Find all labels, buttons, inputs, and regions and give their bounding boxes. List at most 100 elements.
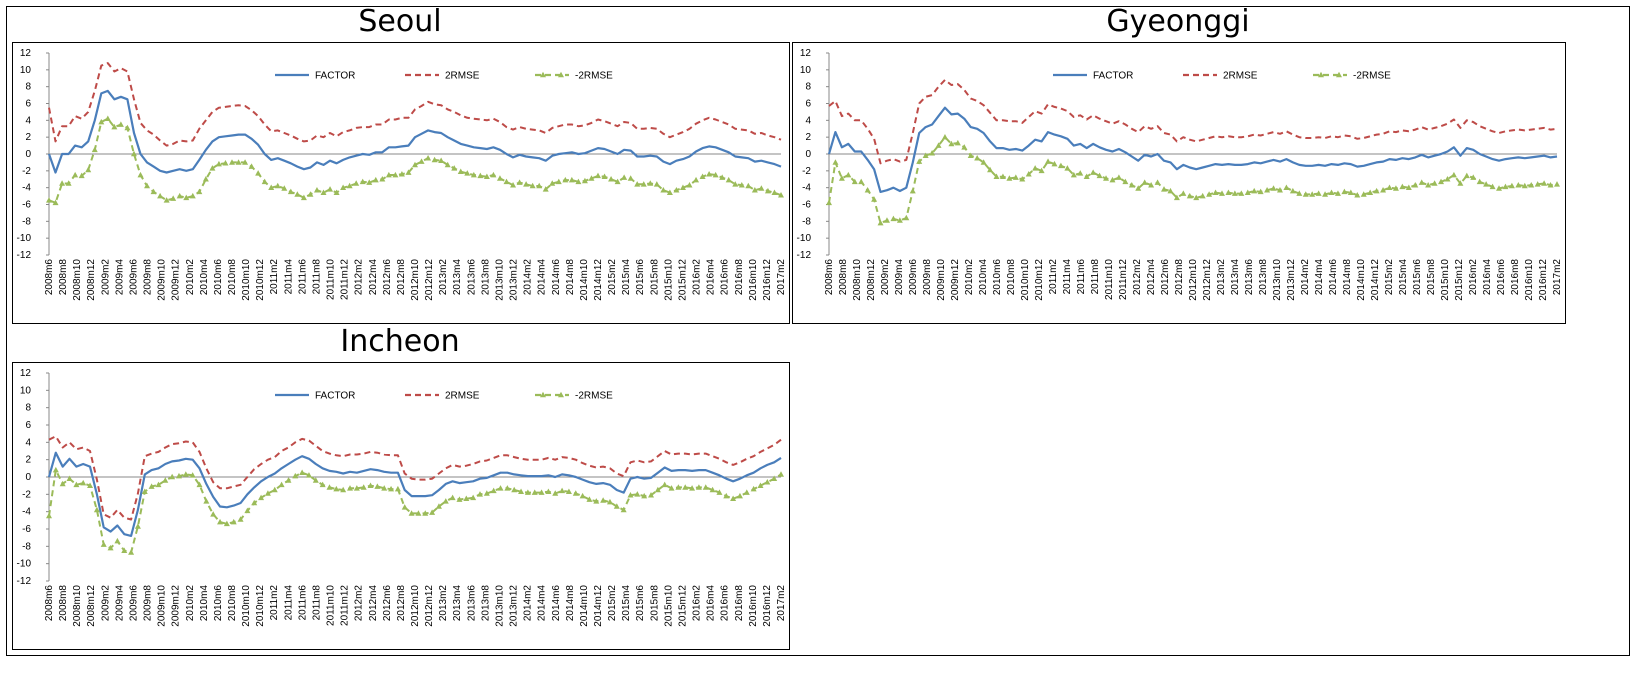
x-tick-label: 2011m6 (297, 585, 308, 621)
data-point (993, 173, 1000, 180)
x-tick-label: 2016m4 (706, 585, 717, 622)
data-point (170, 195, 177, 201)
x-tick-label: 2016m2 (692, 259, 703, 296)
data-point (107, 544, 114, 551)
data-point (183, 194, 190, 201)
data-point (1019, 176, 1026, 182)
chart-area: 12 10 8 6 4 2 0 -2 -4 -6 -8 -10 -12 2008m6 2008m8 2008m… (792, 42, 1566, 324)
data-point (586, 496, 593, 502)
data-point (215, 160, 222, 167)
data-point (326, 484, 333, 490)
data-point (340, 486, 347, 493)
x-tick-label: 2008m8 (58, 259, 69, 296)
x-tick-label: 2015m8 (649, 585, 660, 622)
data-point (1025, 171, 1032, 177)
gyeonggi-chart-panel: Gyeonggi 12 10 8 6 4 2 0 -2 -4 -6 -8 -10 -12 2008m6 20… (790, 7, 1566, 324)
data-point (1502, 183, 1509, 190)
y-tick-label: 4 (805, 115, 811, 126)
data-point (1341, 188, 1348, 195)
legend-marker (540, 391, 546, 398)
y-tick-label: -12 (17, 250, 32, 261)
data-point (210, 511, 217, 517)
x-tick-label: 2009m8 (922, 259, 933, 296)
x-tick-label: 2012m2 (354, 259, 365, 296)
x-tick-label: 2015m10 (663, 259, 674, 301)
x-tick-label: 2017m2 (1552, 259, 1563, 296)
x-tick-label: 2014m4 (537, 259, 548, 296)
data-point (483, 490, 490, 496)
data-point (608, 176, 615, 182)
data-point (538, 489, 545, 495)
data-point (1154, 179, 1161, 185)
data-point (1186, 192, 1193, 199)
data-point (1367, 189, 1374, 196)
x-tick-label: 2015m12 (677, 259, 688, 301)
data-point (706, 171, 713, 177)
legend-label: FACTOR (1093, 71, 1133, 82)
x-tick-label: 2015m6 (635, 585, 646, 622)
data-point (536, 182, 543, 189)
data-point (1006, 175, 1013, 181)
data-point (1508, 182, 1515, 189)
data-point (148, 483, 155, 489)
data-point (648, 492, 655, 498)
x-tick-label: 2013m12 (509, 585, 520, 627)
x-tick-label: 2016m12 (762, 585, 773, 627)
data-point (1038, 167, 1045, 174)
series-line-factor (47, 451, 782, 537)
chart-title: Incheon (340, 324, 460, 359)
data-point (196, 481, 203, 488)
legend-marker (558, 71, 564, 78)
data-point (1521, 182, 1528, 189)
x-tick-label: 2012m4 (368, 585, 379, 622)
data-point (555, 178, 562, 185)
data-point (764, 479, 771, 485)
y-tick-label: -6 (802, 200, 811, 211)
chart-area: 12 10 8 6 4 2 0 -2 -4 -6 -8 -10 -12 2008m6 2008m8 2008m… (12, 42, 790, 324)
y-tick-label: -4 (22, 507, 31, 518)
data-point (65, 180, 72, 186)
x-tick-label: 2009m12 (171, 259, 182, 301)
data-point (209, 165, 216, 171)
legend-marker (540, 71, 546, 78)
y-tick-label: 12 (20, 368, 32, 379)
data-point (196, 188, 203, 195)
data-point (1489, 183, 1496, 190)
data-point (72, 171, 79, 178)
x-tick-label: 2016m4 (706, 259, 717, 296)
x-tick-label: 2012m4 (1146, 259, 1157, 296)
data-point (175, 472, 182, 479)
data-point (394, 485, 401, 492)
data-point (1064, 165, 1071, 171)
data-point (319, 481, 326, 488)
data-point (333, 485, 340, 492)
data-point (987, 166, 994, 173)
series-line-factor (827, 106, 1558, 193)
data-point (542, 186, 549, 192)
data-point (510, 181, 517, 188)
data-point (1206, 191, 1213, 197)
data-point (470, 171, 477, 178)
x-tick-label: 2008m12 (86, 585, 97, 627)
data-point (255, 170, 262, 176)
data-point (463, 495, 470, 501)
data-point (313, 186, 320, 193)
data-point (745, 182, 752, 189)
x-tick-label: 2011m2 (269, 585, 280, 621)
legend-label: 2RMSE (1223, 71, 1258, 82)
data-point (654, 486, 661, 493)
data-point (248, 163, 255, 169)
data-point (223, 520, 230, 527)
data-point (134, 523, 141, 529)
data-point (613, 503, 620, 509)
y-tick-label: 2 (805, 132, 811, 143)
data-point (379, 176, 386, 182)
x-tick-label: 2009m6 (908, 259, 919, 296)
data-point (695, 484, 702, 490)
data-point (1180, 190, 1187, 196)
data-point (176, 192, 183, 199)
x-tick-label: 2015m10 (663, 585, 674, 627)
data-point (490, 487, 497, 494)
legend-label: -2RMSE (575, 71, 613, 82)
x-tick-label: 2011m8 (1090, 259, 1101, 295)
